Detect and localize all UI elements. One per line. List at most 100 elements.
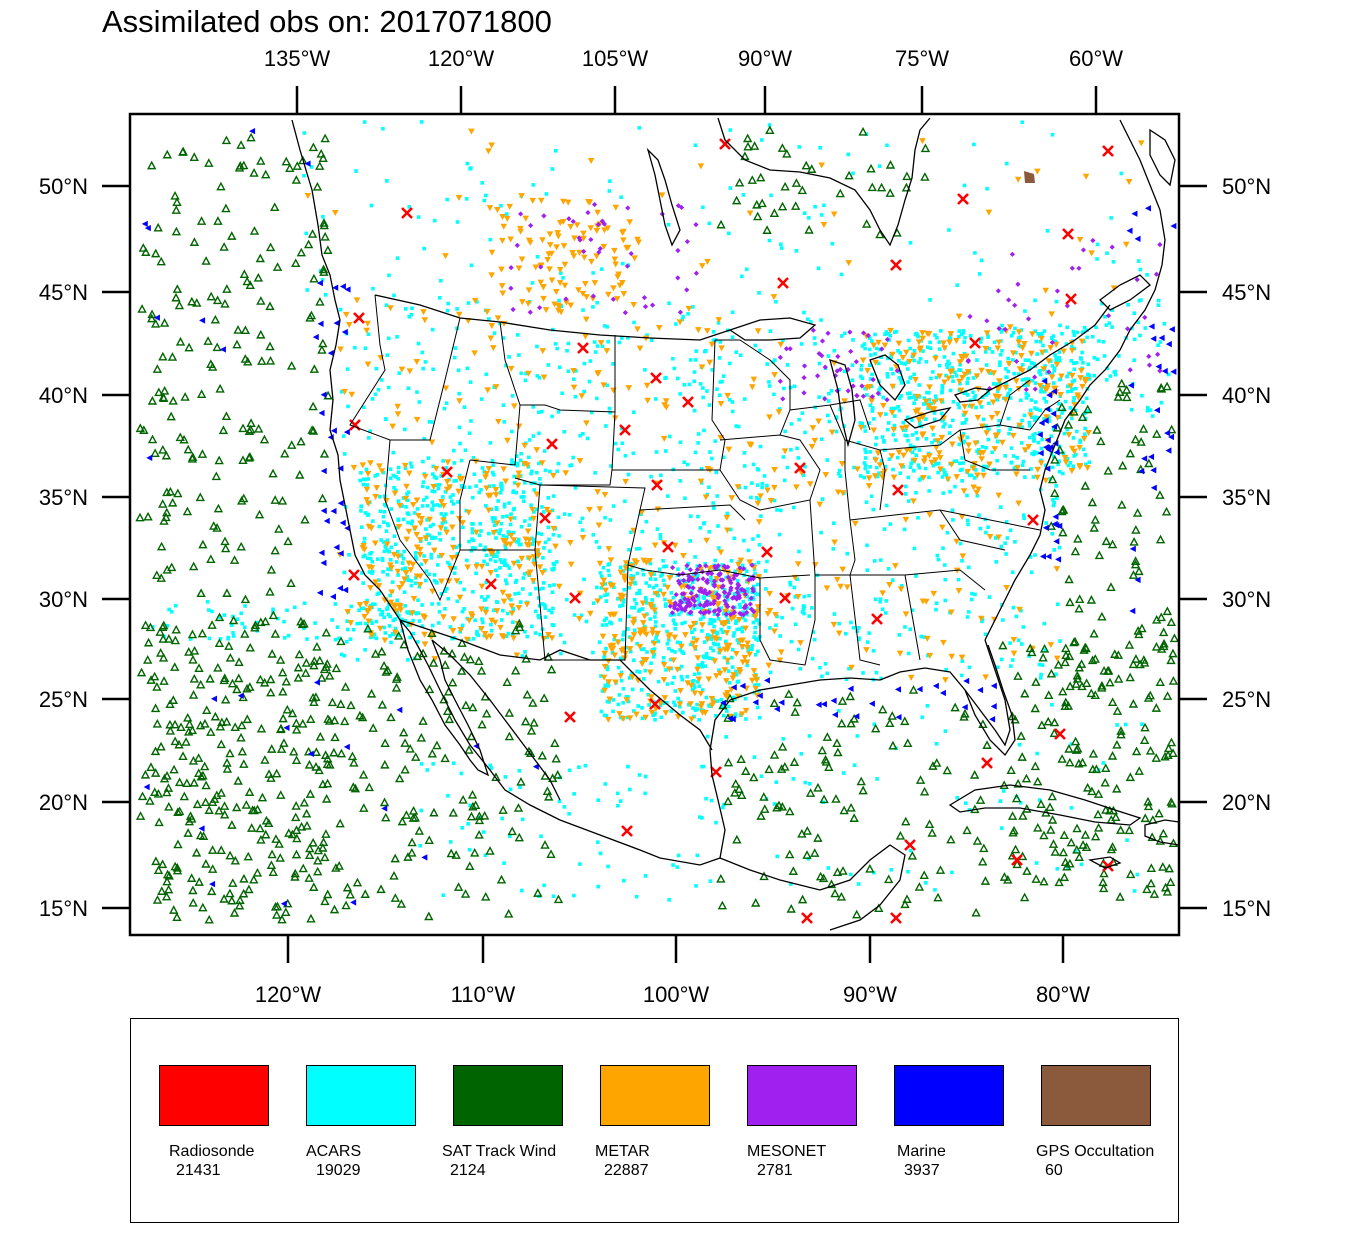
triangle-down-marker xyxy=(444,478,451,485)
dot-marker xyxy=(550,567,554,571)
dot-marker xyxy=(523,629,527,634)
dot-marker xyxy=(557,534,561,538)
dot-marker xyxy=(599,267,604,271)
dot-marker xyxy=(541,556,545,560)
triangle-up-marker xyxy=(294,649,305,659)
dot-marker xyxy=(826,866,831,870)
dot-marker xyxy=(444,512,448,516)
triangle-up-marker xyxy=(219,242,229,251)
triangle-up-marker xyxy=(442,706,453,715)
dot-marker xyxy=(538,482,543,486)
dot-marker xyxy=(832,348,837,353)
dot-marker xyxy=(499,521,504,526)
dot-marker xyxy=(619,670,624,675)
triangle-down-marker xyxy=(771,467,778,474)
triangle-up-marker xyxy=(216,181,226,191)
dot-marker xyxy=(707,403,712,407)
dot-marker xyxy=(218,637,223,641)
triangle-up-marker xyxy=(213,662,223,672)
dot-marker xyxy=(651,605,656,610)
triangle-up-marker xyxy=(1047,815,1058,824)
diamond-marker xyxy=(708,601,714,607)
dot-marker xyxy=(985,186,989,191)
dot-marker xyxy=(1109,216,1113,220)
triangle-down-marker xyxy=(717,648,724,655)
dot-marker xyxy=(757,497,761,502)
triangle-down-marker xyxy=(402,570,410,577)
triangle-down-marker xyxy=(468,613,476,620)
dot-marker xyxy=(994,560,999,564)
dot-marker xyxy=(772,802,777,806)
dot-marker xyxy=(700,629,704,633)
triangle-up-marker xyxy=(1058,686,1068,696)
triangle-up-marker xyxy=(291,825,302,834)
dot-marker xyxy=(797,417,801,422)
dot-marker xyxy=(696,663,700,667)
dot-marker xyxy=(746,548,751,553)
triangle-up-marker xyxy=(980,876,991,885)
dot-marker xyxy=(505,611,510,616)
dot-marker xyxy=(430,536,434,540)
triangle-up-marker xyxy=(280,448,290,458)
dot-marker xyxy=(884,412,888,416)
triangle-up-marker xyxy=(259,677,270,687)
triangle-up-marker xyxy=(1069,406,1079,416)
triangle-down-marker xyxy=(396,503,404,510)
dot-marker xyxy=(371,602,375,606)
triangle-down-marker xyxy=(360,542,367,549)
triangle-up-marker xyxy=(167,562,177,572)
dot-marker xyxy=(877,164,882,168)
dot-marker xyxy=(647,584,652,588)
triangle-up-marker xyxy=(323,889,333,899)
triangle-down-marker xyxy=(920,458,928,465)
triangle-down-marker xyxy=(403,536,411,543)
dot-marker xyxy=(480,181,485,185)
triangle-up-marker xyxy=(149,671,160,681)
triangle-up-marker xyxy=(291,812,301,822)
dot-marker xyxy=(1019,608,1023,613)
triangle-up-marker xyxy=(183,828,193,837)
triangle-up-marker xyxy=(208,864,218,873)
diamond-marker xyxy=(709,571,715,577)
triangle-up-marker xyxy=(313,866,323,876)
triangle-up-marker xyxy=(187,296,197,306)
dot-marker xyxy=(745,606,750,610)
triangle-up-marker xyxy=(286,360,297,370)
triangle-down-marker xyxy=(964,369,972,376)
dot-marker xyxy=(940,400,945,404)
dot-marker xyxy=(951,379,955,384)
dot-marker xyxy=(986,437,991,442)
triangle-down-marker xyxy=(353,297,361,304)
dot-marker xyxy=(479,529,483,533)
triangle-up-marker xyxy=(908,685,919,694)
dot-marker xyxy=(541,510,546,514)
triangle-up-marker xyxy=(553,894,564,904)
triangle-up-marker xyxy=(1072,844,1082,854)
triangle-up-marker xyxy=(716,219,726,229)
dot-marker xyxy=(892,330,897,334)
triangle-down-marker xyxy=(838,460,846,467)
dot-marker xyxy=(700,688,705,692)
triangle-up-marker xyxy=(1081,643,1091,653)
dot-marker xyxy=(450,510,454,515)
dot-marker xyxy=(882,527,887,531)
triangle-down-marker xyxy=(570,384,578,391)
dot-marker xyxy=(531,405,536,409)
triangle-up-marker xyxy=(309,656,320,665)
dot-marker xyxy=(922,635,927,639)
triangle-down-marker xyxy=(928,406,936,413)
diamond-marker xyxy=(541,213,547,219)
triangle-down-marker xyxy=(580,230,587,237)
dot-marker xyxy=(945,530,950,535)
dot-marker xyxy=(305,637,309,641)
dot-marker xyxy=(906,380,910,384)
triangle-down-marker xyxy=(875,339,882,346)
triangle-up-marker xyxy=(321,627,331,637)
dot-marker xyxy=(650,648,655,652)
dot-marker xyxy=(523,378,528,383)
triangle-down-marker xyxy=(940,340,947,347)
diamond-marker xyxy=(682,607,688,613)
dot-marker xyxy=(501,608,505,613)
dot-marker xyxy=(933,394,938,399)
dot-marker xyxy=(738,353,743,358)
